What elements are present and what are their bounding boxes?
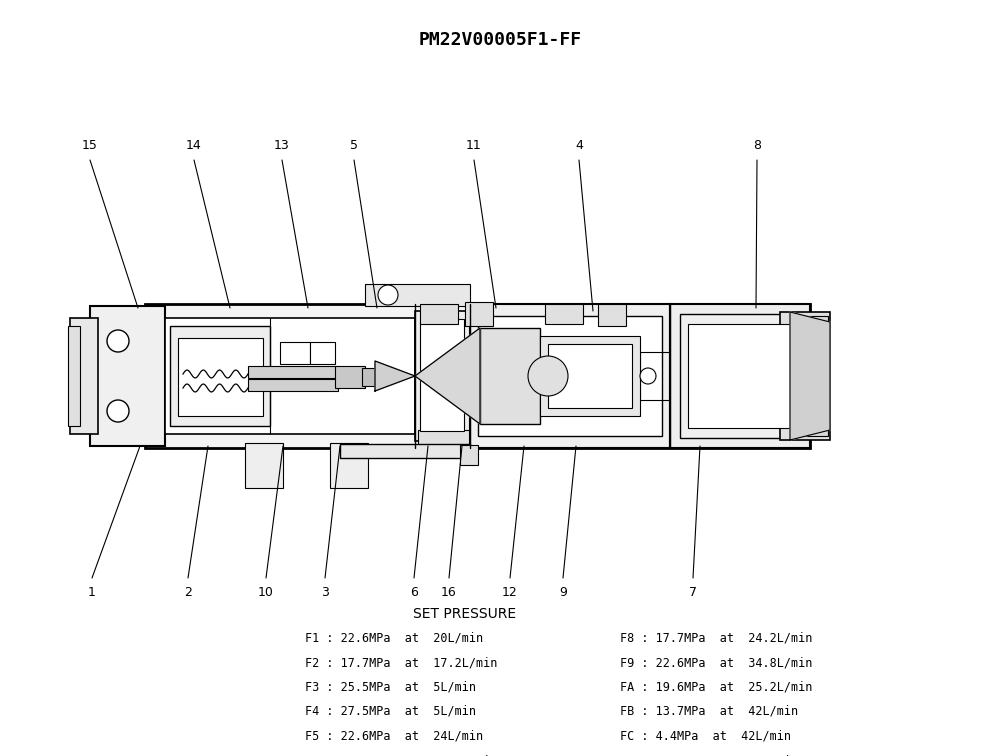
Text: F2 : 17.7MPa  at  17.2L/min: F2 : 17.7MPa at 17.2L/min <box>305 656 497 669</box>
Bar <box>165 318 415 434</box>
Polygon shape <box>790 312 830 440</box>
Text: 13: 13 <box>274 139 290 152</box>
Bar <box>670 304 810 448</box>
Bar <box>460 445 478 465</box>
Text: 3: 3 <box>321 586 329 599</box>
Text: 11: 11 <box>466 139 482 152</box>
Bar <box>480 328 540 424</box>
Bar <box>340 444 470 458</box>
Bar <box>545 304 583 324</box>
Bar <box>245 443 283 488</box>
Text: F6 : 17.7MPa  at  20.6L/min: F6 : 17.7MPa at 20.6L/min <box>305 754 497 756</box>
Circle shape <box>528 356 568 396</box>
Polygon shape <box>415 328 480 424</box>
Text: 9: 9 <box>559 586 567 599</box>
Polygon shape <box>375 361 415 391</box>
Text: F5 : 22.6MPa  at  24L/min: F5 : 22.6MPa at 24L/min <box>305 730 483 742</box>
Text: 5: 5 <box>350 139 358 152</box>
Bar <box>335 366 365 388</box>
Circle shape <box>107 330 129 352</box>
Bar <box>688 324 792 428</box>
Bar <box>478 316 662 436</box>
Bar <box>420 304 458 324</box>
Text: FB : 13.7MPa  at  42L/min: FB : 13.7MPa at 42L/min <box>620 705 798 718</box>
Bar <box>540 336 640 416</box>
Bar <box>418 430 470 448</box>
Bar <box>170 326 270 426</box>
Text: F8 : 17.7MPa  at  24.2L/min: F8 : 17.7MPa at 24.2L/min <box>620 631 812 645</box>
Bar <box>310 342 335 364</box>
Bar <box>465 302 493 326</box>
Bar <box>420 319 464 431</box>
Text: FD : 17.7MPa  at  60L/min: FD : 17.7MPa at 60L/min <box>620 754 798 756</box>
Text: F1 : 22.6MPa  at  20L/min: F1 : 22.6MPa at 20L/min <box>305 631 483 645</box>
Bar <box>145 304 810 448</box>
Bar <box>365 284 470 306</box>
Bar <box>780 312 830 440</box>
Bar <box>165 334 190 418</box>
Bar <box>280 342 310 364</box>
Text: FA : 19.6MPa  at  25.2L/min: FA : 19.6MPa at 25.2L/min <box>620 680 812 693</box>
Bar <box>248 366 338 378</box>
Text: 2: 2 <box>184 586 192 599</box>
Text: 12: 12 <box>502 586 518 599</box>
Text: PM22V00005F1-FF: PM22V00005F1-FF <box>418 31 582 49</box>
Bar <box>362 368 377 386</box>
Text: SET PRESSURE: SET PRESSURE <box>413 607 517 621</box>
Text: 4: 4 <box>575 139 583 152</box>
Bar <box>680 314 800 438</box>
Text: 10: 10 <box>258 586 274 599</box>
Text: 1: 1 <box>88 586 96 599</box>
Bar <box>470 304 670 448</box>
Bar <box>90 306 165 446</box>
Text: F4 : 27.5MPa  at  5L/min: F4 : 27.5MPa at 5L/min <box>305 705 476 718</box>
Text: 7: 7 <box>689 586 697 599</box>
Text: FC : 4.4MPa  at  42L/min: FC : 4.4MPa at 42L/min <box>620 730 791 742</box>
Circle shape <box>640 368 656 384</box>
Bar <box>178 338 263 416</box>
Text: F3 : 25.5MPa  at  5L/min: F3 : 25.5MPa at 5L/min <box>305 680 476 693</box>
Text: 15: 15 <box>82 139 98 152</box>
Text: F9 : 22.6MPa  at  34.8L/min: F9 : 22.6MPa at 34.8L/min <box>620 656 812 669</box>
Bar <box>70 318 98 434</box>
Circle shape <box>107 400 129 422</box>
Text: 16: 16 <box>441 586 457 599</box>
Circle shape <box>378 285 398 305</box>
Bar <box>248 379 338 391</box>
Bar <box>598 304 626 326</box>
Bar <box>415 311 470 441</box>
Text: 6: 6 <box>410 586 418 599</box>
Text: 8: 8 <box>753 139 761 152</box>
Bar <box>68 326 80 426</box>
Bar <box>548 344 632 408</box>
Bar <box>800 316 828 436</box>
Bar <box>330 443 368 488</box>
Text: 14: 14 <box>186 139 202 152</box>
